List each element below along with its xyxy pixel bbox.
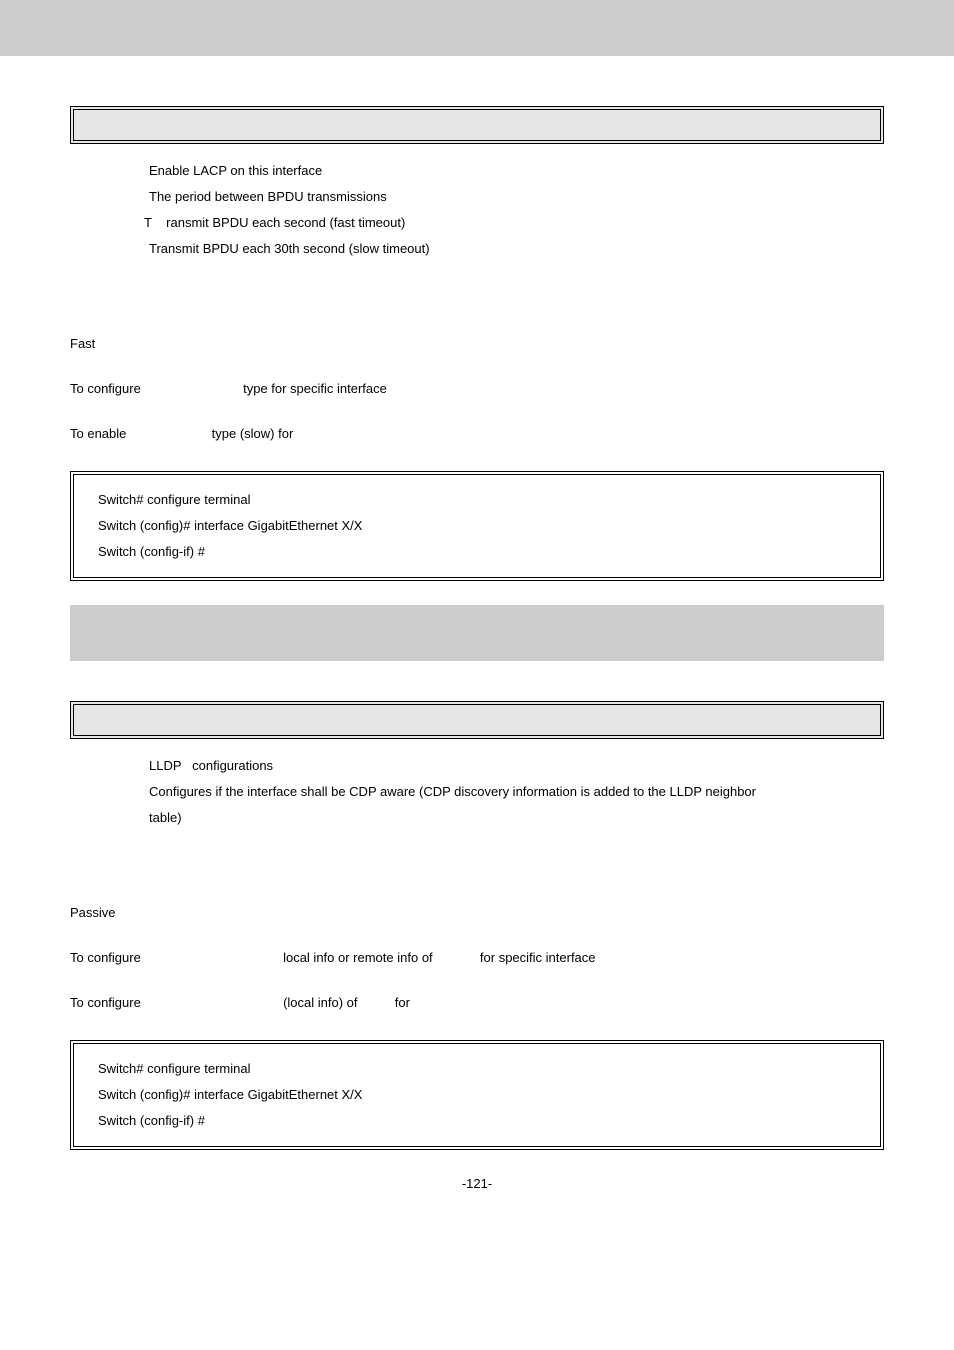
- code-line: Switch (config-if) #: [98, 1108, 856, 1134]
- enable-line: To enable type (slow) for: [70, 426, 884, 441]
- enable-text: To enable: [70, 426, 126, 441]
- section1-framed-header: [70, 106, 884, 144]
- config-text: (local info) of: [283, 995, 357, 1010]
- header-grey-bar: [0, 0, 954, 56]
- desc-text: T ransmit BPDU each second (fast timeout…: [144, 210, 884, 236]
- config-text: To configure: [70, 950, 141, 965]
- config-text: local info or remote info of: [283, 950, 433, 965]
- config-line: To configure type for specific interface: [70, 381, 884, 396]
- config-text: To configure: [70, 381, 141, 396]
- section1-code-box: Switch# configure terminal Switch (confi…: [70, 471, 884, 581]
- section2-description: LLDP configurations Configures if the in…: [145, 753, 884, 831]
- code-line: Switch (config)# interface GigabitEthern…: [98, 1082, 856, 1108]
- config-text: type for specific interface: [243, 381, 387, 396]
- config-line: To configure (local info) of for: [70, 995, 884, 1010]
- config-text: for specific interface: [480, 950, 596, 965]
- section2-code-box: Switch# configure terminal Switch (confi…: [70, 1040, 884, 1150]
- code-line: Switch (config)# interface GigabitEthern…: [98, 513, 856, 539]
- enable-text: type (slow) for: [212, 426, 294, 441]
- section1-description: Enable LACP on this interface The period…: [145, 158, 884, 262]
- section2-framed-header: [70, 701, 884, 739]
- desc-text: Configures if the interface shall be CDP…: [149, 779, 884, 805]
- desc-text: Transmit BPDU each 30th second (slow tim…: [149, 236, 884, 262]
- passive-label: Passive: [70, 905, 884, 920]
- desc-text: Enable LACP on this interface: [149, 158, 884, 184]
- page-content: Enable LACP on this interface The period…: [0, 76, 954, 1221]
- page-number: -121-: [70, 1176, 884, 1191]
- config-text: for: [395, 995, 410, 1010]
- desc-text: The period between BPDU transmissions: [149, 184, 884, 210]
- code-line: Switch# configure terminal: [98, 487, 856, 513]
- code-line: Switch# configure terminal: [98, 1056, 856, 1082]
- code-line: Switch (config-if) #: [98, 539, 856, 565]
- fast-label: Fast: [70, 336, 884, 351]
- section-divider-bar: [70, 605, 884, 661]
- config-text: To configure: [70, 995, 141, 1010]
- config-line: To configure local info or remote info o…: [70, 950, 884, 965]
- desc-text: table): [149, 805, 884, 831]
- desc-text: LLDP configurations: [149, 753, 884, 779]
